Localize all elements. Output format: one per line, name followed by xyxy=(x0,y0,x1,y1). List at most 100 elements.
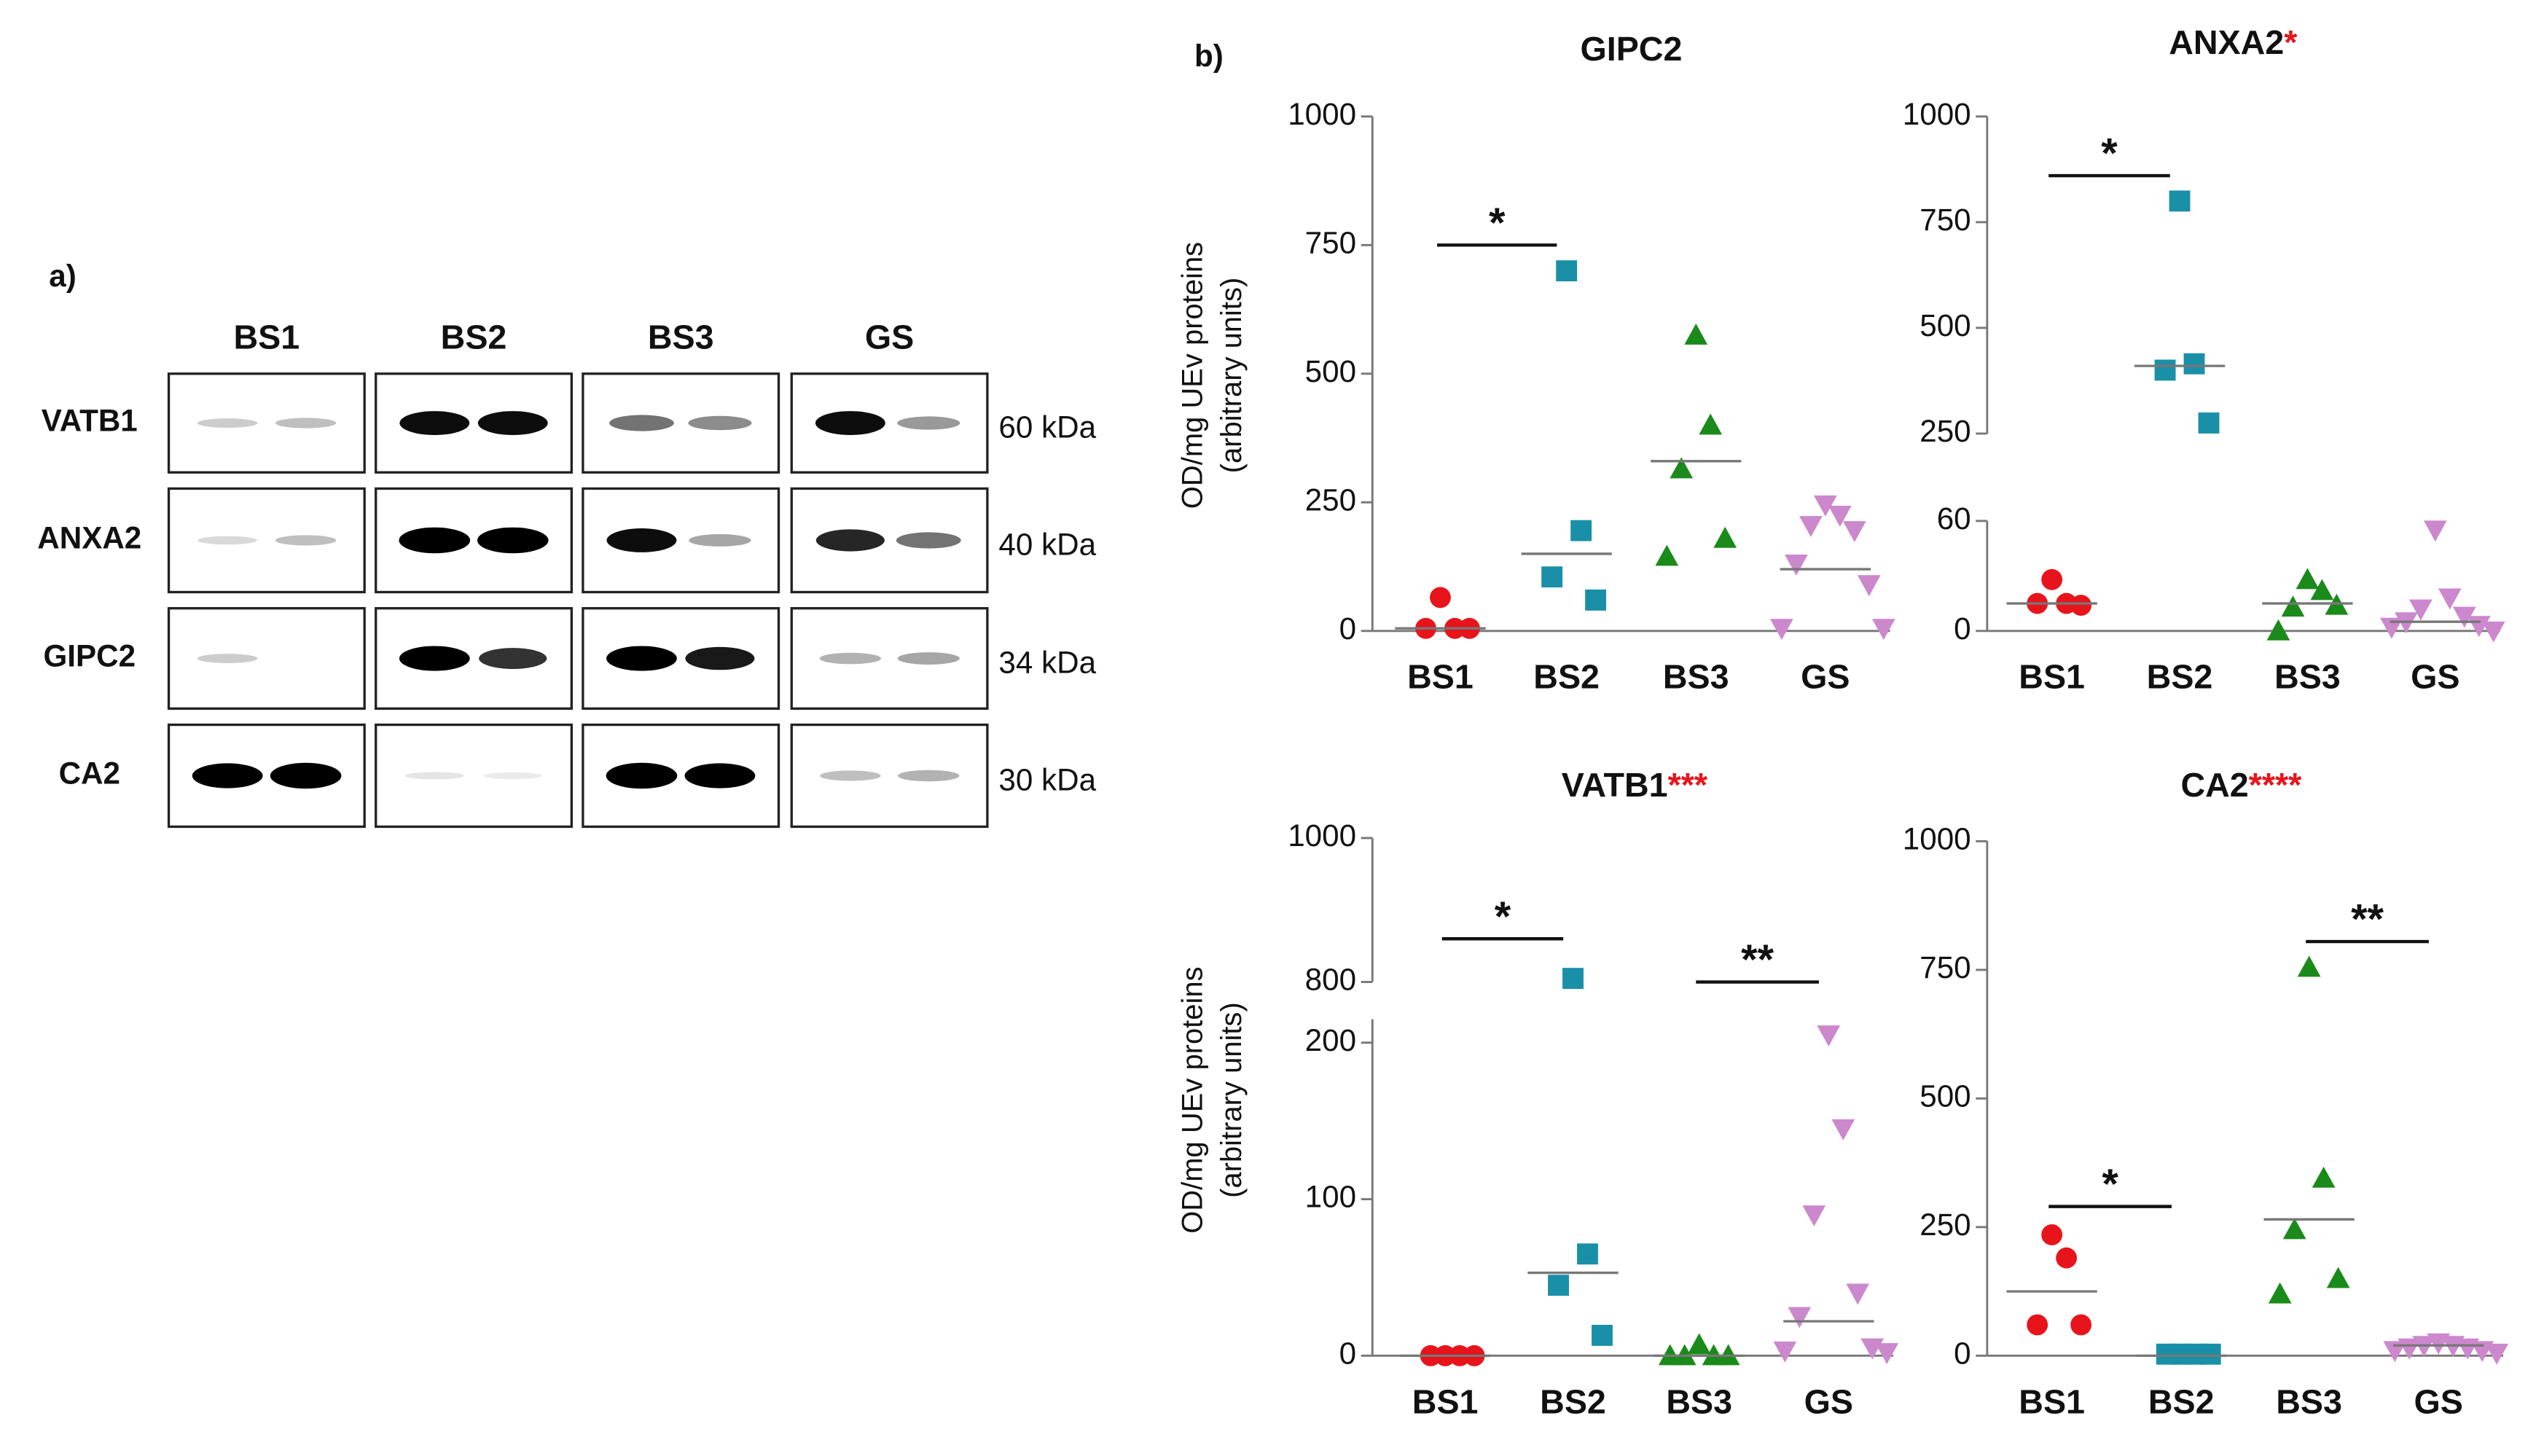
blot-band xyxy=(270,762,342,789)
data-point xyxy=(2070,595,2092,617)
x-tick-label: GS xyxy=(1801,658,1850,696)
blot-band xyxy=(606,762,678,789)
blot-band xyxy=(606,646,677,671)
data-point xyxy=(1699,413,1723,435)
blot-band xyxy=(609,415,674,431)
data-point xyxy=(1670,457,1694,479)
chart-title-text: CA2 xyxy=(2180,766,2248,804)
blot-box xyxy=(167,607,366,711)
y-tick-label: 200 xyxy=(1305,1023,1356,1057)
y-tick-label: 500 xyxy=(1305,354,1356,388)
y-tick-label: 500 xyxy=(1920,308,1971,343)
significance-label: * xyxy=(2101,130,2118,177)
y-tick-label: 1000 xyxy=(1288,97,1356,131)
data-point xyxy=(2154,359,2176,381)
data-point xyxy=(1799,516,1823,537)
data-point xyxy=(1831,1119,1855,1140)
x-tick-label: BS2 xyxy=(2147,658,2213,696)
blot-column-label: GS xyxy=(865,318,914,356)
data-point xyxy=(1846,1283,1870,1305)
panel-label: a) xyxy=(49,259,77,293)
blot-box xyxy=(167,487,366,594)
blot-column-label: BS3 xyxy=(648,318,714,356)
data-point xyxy=(2481,621,2505,643)
data-point xyxy=(2056,1247,2078,1269)
data-point xyxy=(2310,579,2334,600)
x-tick-label: GS xyxy=(1804,1382,1853,1420)
data-point xyxy=(1773,1341,1797,1363)
blot-band xyxy=(197,654,258,663)
blot-band xyxy=(820,770,881,781)
data-point xyxy=(1875,1343,1899,1364)
data-point xyxy=(2041,1224,2063,1245)
significance-label: ** xyxy=(1741,936,1774,983)
data-point xyxy=(2297,955,2321,977)
chart-title-text: ANXA2 xyxy=(2169,23,2284,61)
chart-title-text: GIPC2 xyxy=(1581,30,1683,68)
blot-column-label: BS2 xyxy=(441,318,507,356)
significance-label: ** xyxy=(2351,896,2384,943)
chart-title-mark: * xyxy=(2284,23,2298,61)
blot-row-label: CA2 xyxy=(59,756,120,791)
chart-title-mark: *** xyxy=(1668,766,1708,804)
panel-label: b) xyxy=(1194,39,1224,73)
significance-label: * xyxy=(2102,1161,2118,1208)
y-tick-label: 1000 xyxy=(1903,822,1971,856)
data-point xyxy=(1548,1275,1569,1296)
blot-box xyxy=(790,723,989,829)
chart-title: CA2**** xyxy=(2180,766,2302,804)
blot-band xyxy=(689,534,751,547)
data-point xyxy=(1817,1025,1841,1046)
x-tick-label: BS1 xyxy=(2019,1382,2085,1420)
data-point xyxy=(2485,1343,2509,1365)
y-tick-label: 800 xyxy=(1305,963,1356,997)
x-tick-label: BS3 xyxy=(2274,658,2341,696)
blot-band xyxy=(896,532,961,549)
blot-size-label: 30 kDa xyxy=(998,763,1096,797)
blot-band xyxy=(197,536,257,545)
data-point xyxy=(2379,617,2403,639)
data-point xyxy=(2156,1343,2177,1365)
y-axis-label: OD/mg UEv proteins xyxy=(1177,242,1209,509)
data-point xyxy=(1842,521,1866,543)
chart-title-mark: **** xyxy=(2249,766,2302,804)
data-point xyxy=(2199,1343,2221,1365)
data-point xyxy=(2408,599,2433,621)
y-tick-label: 250 xyxy=(1920,414,1971,448)
data-point xyxy=(1788,1307,1812,1328)
y-tick-label: 500 xyxy=(1920,1079,1971,1113)
data-point xyxy=(1430,587,1451,608)
data-point xyxy=(2070,1314,2092,1336)
blot-band xyxy=(197,418,258,428)
blot-band xyxy=(404,772,464,780)
data-point xyxy=(2423,520,2447,542)
blot-band xyxy=(684,763,756,788)
blot-size-label: 60 kDa xyxy=(998,410,1096,445)
data-point xyxy=(1687,1333,1711,1355)
blot-band xyxy=(819,652,882,665)
y-axis-label: (arbitrary units) xyxy=(1216,1002,1248,1198)
x-tick-label: BS1 xyxy=(1407,658,1474,696)
data-point xyxy=(2326,1267,2350,1288)
blot-size-label: 40 kDa xyxy=(998,528,1096,562)
blot-box xyxy=(167,372,366,474)
blot-band xyxy=(399,411,470,435)
data-point xyxy=(2312,1166,2336,1188)
x-tick-label: GS xyxy=(2414,1382,2463,1420)
data-point xyxy=(2438,588,2462,610)
y-axis-label: (arbitrary units) xyxy=(1216,278,1248,474)
data-point xyxy=(2296,568,2320,590)
blot-band xyxy=(399,527,471,554)
data-point xyxy=(2183,353,2205,375)
data-point xyxy=(2281,595,2305,617)
data-point xyxy=(1592,1325,1613,1346)
data-point xyxy=(2198,412,2220,434)
x-tick-label: GS xyxy=(2411,658,2459,696)
blot-band xyxy=(606,528,677,552)
data-point xyxy=(1785,555,1808,576)
data-point xyxy=(1857,575,1881,597)
x-tick-label: BS3 xyxy=(2276,1382,2342,1420)
blot-band xyxy=(477,527,549,554)
y-axis-label: OD/mg UEv proteins xyxy=(1177,966,1209,1233)
blot-band xyxy=(815,411,885,435)
